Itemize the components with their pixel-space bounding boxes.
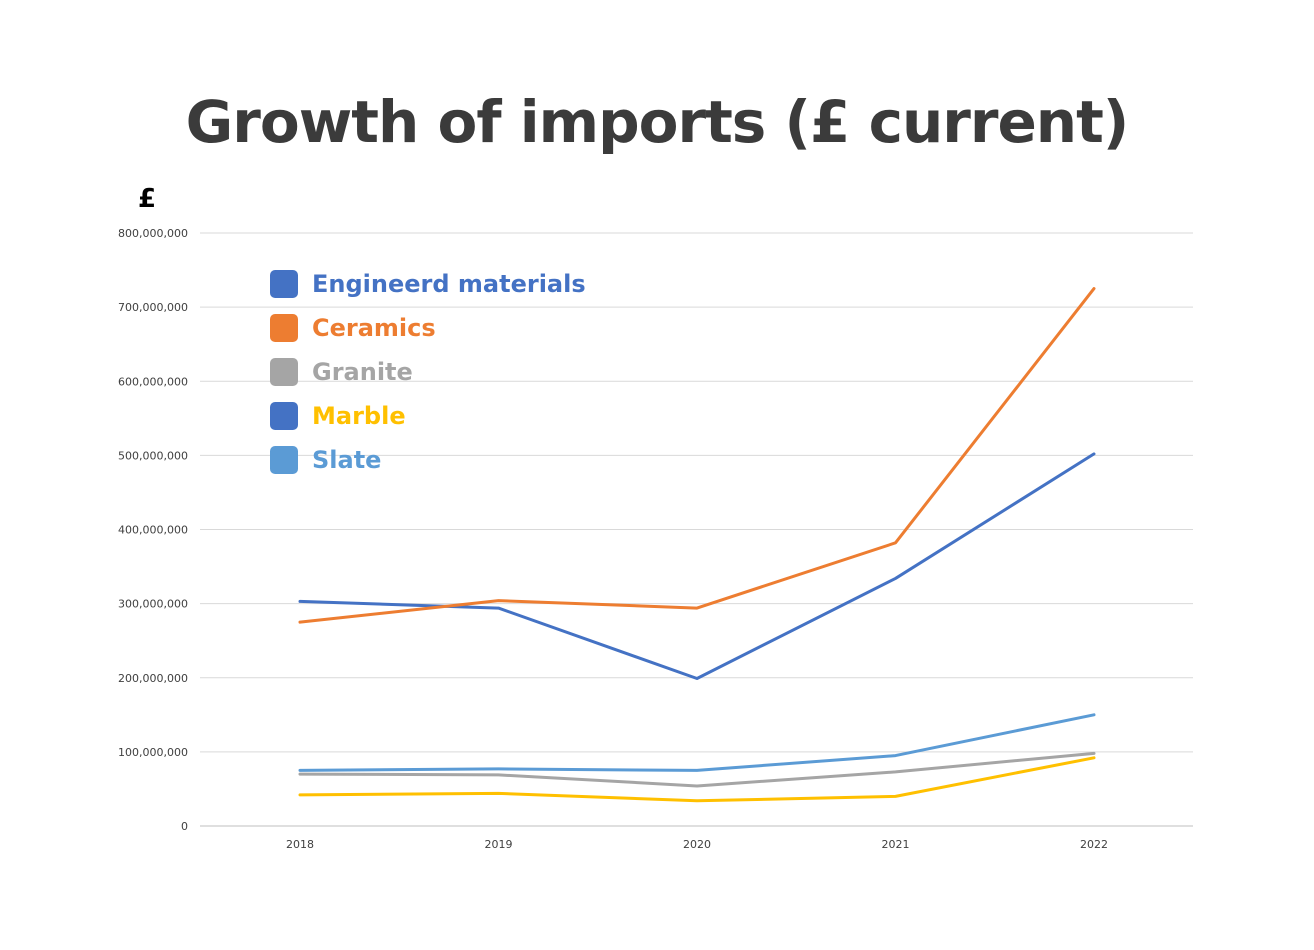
series-line-engineerd-materials: [298, 452, 1096, 680]
series-line-ceramics: [298, 287, 1096, 624]
y-axis-ticks: 0 100,000,000 200,000,000 300,000,000 400,00…: [118, 227, 188, 833]
legend: Engineerd materials Ceramics Granite Mar…: [270, 262, 586, 482]
y-tick-label: 100,000,000: [118, 746, 188, 759]
y-tick-label: 700,000,000: [118, 301, 188, 314]
x-axis-ticks: 2018 2019 2020 2021 2022: [286, 838, 1108, 851]
x-tick-label: 2018: [286, 838, 314, 851]
legend-swatch: [270, 402, 298, 430]
legend-swatch: [270, 270, 298, 298]
y-tick-label: 0: [181, 820, 188, 833]
gridlines: [200, 232, 1193, 827]
legend-label: Slate: [312, 446, 382, 474]
legend-label: Engineerd materials: [312, 270, 586, 298]
y-tick-label: 400,000,000: [118, 524, 188, 537]
legend-swatch: [270, 358, 298, 386]
series-line-marble: [298, 756, 1096, 803]
y-axis-unit-label: £: [138, 184, 157, 214]
y-tick-label: 600,000,000: [118, 375, 188, 388]
legend-label: Granite: [312, 358, 413, 386]
series-line-slate: [298, 713, 1096, 772]
legend-item-ceramics: Ceramics: [270, 306, 586, 350]
chart-title: Growth of imports (£ current): [185, 88, 1130, 156]
y-tick-label: 500,000,000: [118, 449, 188, 462]
y-tick-label: 200,000,000: [118, 672, 188, 685]
legend-item-engineered-materials: Engineerd materials: [270, 262, 586, 306]
legend-label: Ceramics: [312, 314, 436, 342]
legend-swatch: [270, 314, 298, 342]
x-tick-label: 2019: [485, 838, 513, 851]
x-tick-label: 2022: [1080, 838, 1108, 851]
legend-label: Marble: [312, 402, 406, 430]
legend-swatch: [270, 446, 298, 474]
x-tick-label: 2020: [683, 838, 711, 851]
legend-item-slate: Slate: [270, 438, 586, 482]
series-lines: [298, 287, 1096, 803]
y-tick-label: 800,000,000: [118, 227, 188, 240]
legend-item-granite: Granite: [270, 350, 586, 394]
x-tick-label: 2021: [882, 838, 910, 851]
y-tick-label: 300,000,000: [118, 598, 188, 611]
series-line-granite: [298, 751, 1096, 788]
legend-item-marble: Marble: [270, 394, 586, 438]
